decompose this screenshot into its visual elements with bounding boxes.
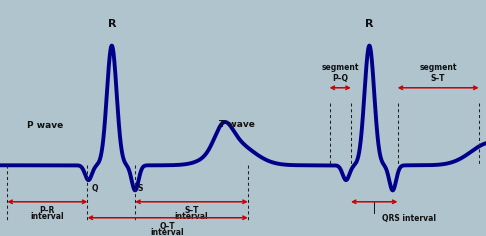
Text: segment: segment	[419, 63, 457, 72]
Text: Q: Q	[91, 184, 98, 193]
Text: interval: interval	[151, 228, 185, 236]
Text: R: R	[365, 18, 374, 29]
Text: interval: interval	[174, 212, 208, 221]
Text: segment: segment	[321, 63, 359, 72]
Text: QRS interval: QRS interval	[382, 214, 435, 223]
Text: S: S	[138, 184, 143, 193]
Text: R: R	[107, 18, 116, 29]
Text: S–T: S–T	[184, 206, 199, 215]
Text: Q–T: Q–T	[160, 222, 175, 231]
Text: P–Q: P–Q	[332, 74, 348, 83]
Text: S–T: S–T	[431, 74, 445, 83]
Text: P wave: P wave	[27, 121, 63, 130]
Text: interval: interval	[31, 212, 64, 221]
Text: P–R: P–R	[40, 206, 55, 215]
Text: T wave: T wave	[219, 120, 255, 129]
